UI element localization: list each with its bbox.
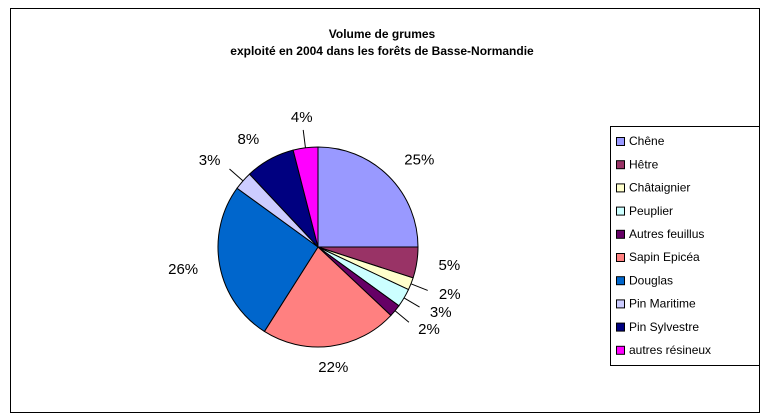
- data-label: 8%: [238, 131, 260, 148]
- leader-line: [403, 297, 420, 308]
- data-label: 2%: [418, 321, 440, 338]
- leader-line: [394, 310, 410, 323]
- legend-swatch: [616, 299, 625, 309]
- data-label: 4%: [291, 109, 313, 126]
- legend-swatch: [616, 160, 625, 170]
- legend-swatch: [616, 206, 625, 216]
- legend-label: Châtaignier: [629, 181, 690, 195]
- legend-label: Pin Sylvestre: [629, 320, 699, 334]
- legend-label: Hêtre: [629, 157, 659, 171]
- data-label: 26%: [168, 261, 198, 278]
- pie-slice: [217, 187, 319, 333]
- data-label: 22%: [318, 359, 348, 376]
- data-label: 25%: [404, 152, 434, 169]
- data-label: 5%: [438, 257, 460, 274]
- chart-title: Volume de grumes: [329, 27, 436, 41]
- data-label: 3%: [430, 304, 452, 321]
- legend-swatch: [616, 137, 625, 146]
- pie-slice: [292, 146, 319, 248]
- legend-swatch: [616, 229, 625, 239]
- legend-swatch: [616, 183, 625, 193]
- chart-subtitle: exploité en 2004 dans les forêts de Bass…: [230, 44, 534, 58]
- legend-swatch: [616, 345, 625, 355]
- legend-label: Pin Maritime: [629, 297, 696, 311]
- legend-swatch: [616, 322, 625, 332]
- legend-label: Chêne: [629, 134, 665, 148]
- leader-line: [410, 283, 428, 291]
- leader-line: [302, 129, 306, 148]
- data-label: 2%: [439, 286, 461, 303]
- legend-label: Peuplier: [629, 204, 673, 218]
- leader-line: [229, 168, 244, 182]
- legend-swatch: [616, 276, 625, 286]
- legend-box: [610, 126, 760, 366]
- legend-label: Sapin Epicéa: [629, 250, 700, 264]
- legend-label: Autres feuillus: [629, 227, 704, 241]
- pie-slice: [263, 246, 392, 348]
- legend-label: Douglas: [629, 273, 673, 287]
- legend-label: autres résineux: [629, 343, 711, 357]
- legend-swatch: [616, 253, 625, 262]
- data-label: 3%: [199, 152, 221, 169]
- pie-slice: [317, 146, 419, 248]
